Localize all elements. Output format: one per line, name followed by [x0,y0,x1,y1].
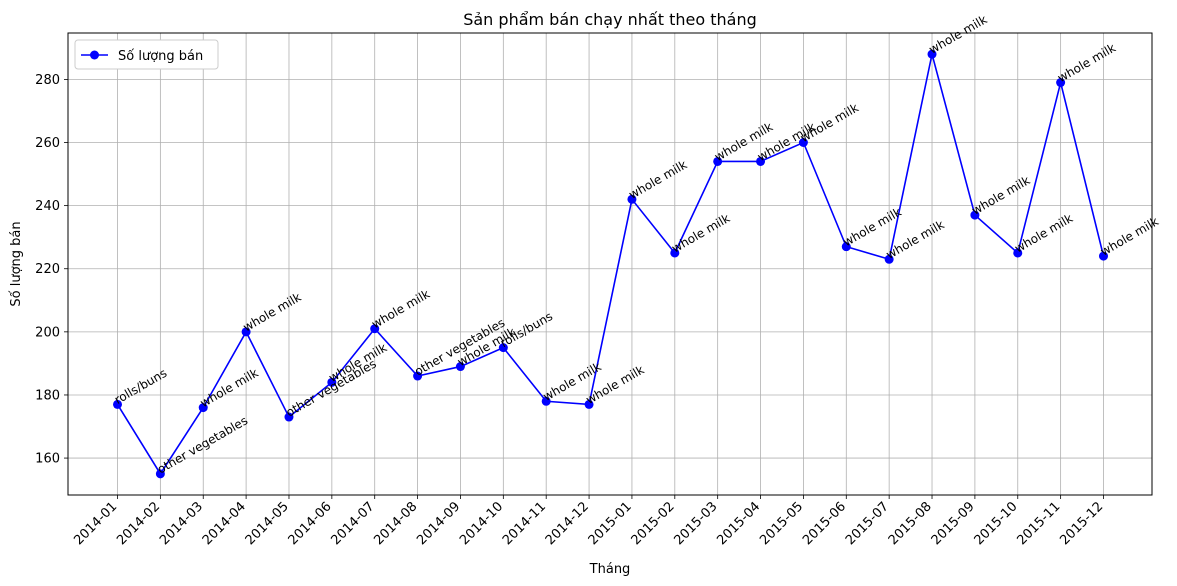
x-tick-label: 2015-09 [929,499,978,548]
data-point [841,242,851,252]
y-tick-label: 160 [35,452,60,467]
point-annotation: whole milk [626,157,689,201]
data-point [756,156,766,166]
data-point [413,371,423,381]
data-point [1099,251,1108,261]
y-tick-label: 220 [35,262,60,277]
y-tick-label: 260 [35,136,60,151]
legend-box [74,39,219,70]
x-tick-label: 2015-10 [972,499,1021,548]
data-point [713,156,723,166]
data-point [884,254,894,264]
x-tick-label: 2014-04 [200,499,249,548]
x-tick-label: 2014-03 [157,499,206,548]
x-tick-label: 2014-09 [414,499,463,548]
plot-area [67,32,1153,496]
data-point [198,403,208,413]
x-tick-label: 2015-01 [586,499,635,548]
y-tick-label: 280 [35,73,60,88]
point-annotation: whole milk [969,173,1032,217]
x-tick-label: 2015-08 [886,499,935,548]
data-point [584,399,594,409]
x-tick-label: 2015-12 [1057,499,1106,548]
data-point [627,194,637,204]
point-annotation: whole milk [1055,41,1118,85]
data-point [498,343,508,353]
x-tick-label: 2015-02 [629,499,678,548]
x-tick-label: 2015-05 [757,499,806,548]
x-tick-label: 2015-11 [1014,499,1063,548]
data-point [670,248,680,258]
x-tick-label: 2014-05 [243,499,292,548]
point-annotation: whole milk [198,366,261,410]
data-point [327,377,337,387]
data-point [1056,78,1066,88]
data-point [155,469,165,479]
legend-label: Số lượng bán [118,49,203,64]
x-tick-label: 2014-02 [114,499,163,548]
series-group [113,49,1108,479]
legend: Số lượng bán [74,39,219,70]
y-axis: 160 180 200 220 240 260 280 [35,73,68,467]
x-tick-label: 2014-11 [500,499,549,548]
y-tick-label: 180 [35,388,60,403]
x-axis: 2014-012014-022014-032014-042014-052014-… [71,495,1106,548]
data-point [284,412,294,422]
data-point [455,362,465,372]
y-tick-label: 240 [35,199,60,214]
data-point [241,327,251,337]
x-tick-label: 2014-01 [71,499,120,548]
x-axis-label: Tháng [589,562,631,577]
legend-marker [90,50,99,60]
x-tick-label: 2014-10 [457,499,506,548]
point-annotation: whole milk [927,12,990,56]
data-point [927,49,937,59]
data-point [798,138,808,148]
y-tick-label: 200 [35,325,60,340]
x-tick-label: 2014-07 [329,499,378,548]
series-line [116,53,1105,476]
x-tick-label: 2015-07 [843,499,892,548]
y-axis-label: Số lượng bán [9,221,24,306]
data-point [370,324,380,334]
x-tick-label: 2014-12 [543,499,592,548]
point-annotation: whole milk [1012,211,1075,255]
x-tick-label: 2014-06 [286,499,335,548]
point-annotation: other vegetables [155,413,250,476]
x-tick-label: 2015-06 [800,499,849,548]
grid-lines [68,33,1152,495]
point-annotation: whole milk [669,211,732,255]
x-tick-label: 2015-03 [671,499,720,548]
chart-title: Sản phẩm bán chạy nhất theo tháng [463,10,757,29]
point-annotation: whole milk [369,287,432,331]
data-point [113,399,122,409]
data-point [1013,248,1023,258]
x-tick-label: 2014-08 [371,499,420,548]
data-point [541,396,551,406]
x-tick-label: 2015-04 [714,499,763,548]
point-annotation: whole milk [241,290,304,334]
data-point [970,210,980,220]
